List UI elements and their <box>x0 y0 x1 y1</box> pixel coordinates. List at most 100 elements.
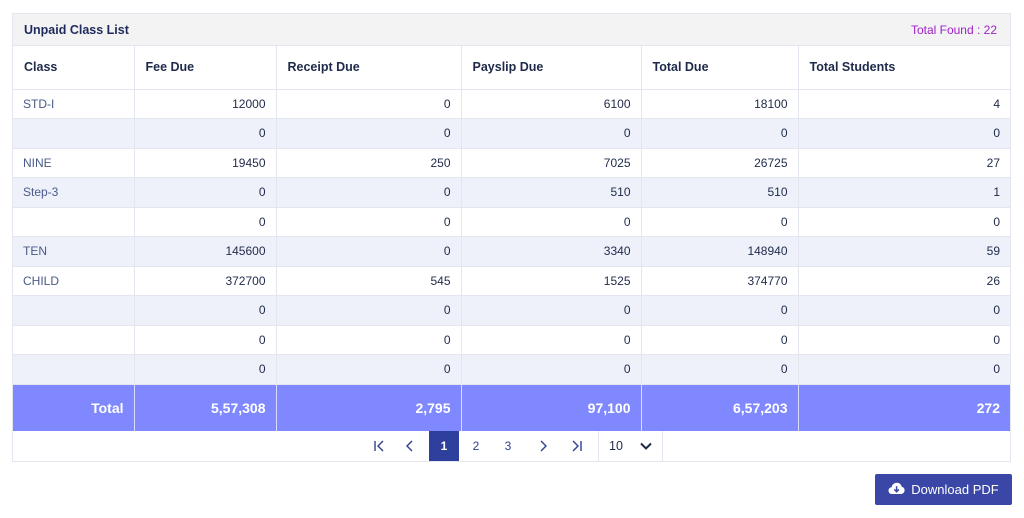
cell-total-students: 59 <box>798 236 1010 267</box>
chevron-down-icon <box>640 439 652 453</box>
table-row: STD-I 12000 0 6100 18100 4 <box>13 89 1010 119</box>
cell-payslip-due: 1525 <box>461 266 642 296</box>
cell-total-due: 26725 <box>641 148 799 178</box>
pagination: 1 2 3 10 <box>13 431 1010 461</box>
cell-class <box>13 325 135 355</box>
cell-total-students: 0 <box>798 207 1010 237</box>
cell-receipt-due: 0 <box>276 354 462 385</box>
cell-fee-due: 0 <box>134 325 277 355</box>
column-header-class: Class <box>13 46 135 90</box>
total-students: 272 <box>798 384 1010 431</box>
cell-fee-due: 0 <box>134 207 277 237</box>
table-row: Step-3 0 0 510 510 1 <box>13 177 1010 208</box>
cell-total-students: 1 <box>798 177 1010 208</box>
cell-total-students: 0 <box>798 295 1010 326</box>
column-header-total-due: Total Due <box>641 46 799 90</box>
table-row: TEN 145600 0 3340 148940 59 <box>13 236 1010 267</box>
cell-receipt-due: 0 <box>276 236 462 267</box>
column-header-receipt-due: Receipt Due <box>276 46 462 90</box>
cell-total-due: 18100 <box>641 89 799 119</box>
cell-payslip-due: 7025 <box>461 148 642 178</box>
cell-payslip-due: 0 <box>461 118 642 149</box>
page-1-button[interactable]: 1 <box>429 431 459 461</box>
column-header-total-students: Total Students <box>798 46 1010 90</box>
total-total-due: 6,57,203 <box>641 384 799 431</box>
page-3-button[interactable]: 3 <box>504 439 512 453</box>
cell-class: Step-3 <box>13 177 135 208</box>
cell-class: CHILD <box>13 266 135 296</box>
per-page-value: 10 <box>609 439 623 453</box>
cell-receipt-due: 545 <box>276 266 462 296</box>
cell-class: NINE <box>13 148 135 178</box>
cell-total-due: 0 <box>641 295 799 326</box>
next-page-icon[interactable] <box>528 431 558 461</box>
cell-total-students: 27 <box>798 148 1010 178</box>
unpaid-class-panel: Unpaid Class List Total Found : 22 Class… <box>12 13 1011 462</box>
page-2-button[interactable]: 2 <box>472 439 480 453</box>
cell-fee-due: 372700 <box>134 266 277 296</box>
panel-header: Unpaid Class List Total Found : 22 <box>13 14 1010 46</box>
cell-total-students: 0 <box>798 354 1010 385</box>
cell-total-due: 0 <box>641 325 799 355</box>
cell-payslip-due: 3340 <box>461 236 642 267</box>
cell-total-due: 148940 <box>641 236 799 267</box>
cell-total-students: 4 <box>798 89 1010 119</box>
download-pdf-label: Download PDF <box>911 482 999 497</box>
table-header-row: Class Fee Due Receipt Due Payslip Due To… <box>13 46 1010 90</box>
cell-payslip-due: 0 <box>461 325 642 355</box>
cell-fee-due: 145600 <box>134 236 277 267</box>
total-found-label: Total Found : 22 <box>910 22 997 37</box>
cell-receipt-due: 0 <box>276 325 462 355</box>
cell-class: TEN <box>13 236 135 267</box>
total-fee-due: 5,57,308 <box>134 384 277 431</box>
column-header-payslip-due: Payslip Due <box>461 46 642 90</box>
cell-payslip-due: 0 <box>461 207 642 237</box>
cell-class <box>13 354 135 385</box>
column-header-fee-due: Fee Due <box>134 46 277 90</box>
cell-receipt-due: 0 <box>276 118 462 149</box>
cell-fee-due: 0 <box>134 295 277 326</box>
cell-receipt-due: 250 <box>276 148 462 178</box>
cell-class <box>13 295 135 326</box>
cell-fee-due: 0 <box>134 118 277 149</box>
cell-receipt-due: 0 <box>276 207 462 237</box>
cell-total-due: 0 <box>641 118 799 149</box>
cell-total-students: 0 <box>798 325 1010 355</box>
cell-fee-due: 0 <box>134 354 277 385</box>
panel-title: Unpaid Class List <box>24 22 129 37</box>
cell-total-due: 0 <box>641 354 799 385</box>
cell-total-due: 0 <box>641 207 799 237</box>
total-label: Total <box>13 384 135 431</box>
table-row: CHILD 372700 545 1525 374770 26 <box>13 266 1010 296</box>
cell-class <box>13 207 135 237</box>
cell-fee-due: 0 <box>134 177 277 208</box>
prev-page-icon[interactable] <box>395 431 425 461</box>
cell-payslip-due: 6100 <box>461 89 642 119</box>
total-payslip-due: 97,100 <box>461 384 642 431</box>
per-page-select[interactable]: 10 <box>598 431 663 461</box>
cell-total-students: 0 <box>798 118 1010 149</box>
cell-class: STD-I <box>13 89 135 119</box>
table-row: NINE 19450 250 7025 26725 27 <box>13 148 1010 178</box>
cell-total-students: 26 <box>798 266 1010 296</box>
cell-class <box>13 118 135 149</box>
cell-receipt-due: 0 <box>276 295 462 326</box>
cell-total-due: 374770 <box>641 266 799 296</box>
total-receipt-due: 2,795 <box>276 384 462 431</box>
cell-total-due: 510 <box>641 177 799 208</box>
cloud-download-icon <box>888 482 905 498</box>
cell-receipt-due: 0 <box>276 89 462 119</box>
cell-fee-due: 12000 <box>134 89 277 119</box>
cell-payslip-due: 0 <box>461 354 642 385</box>
cell-receipt-due: 0 <box>276 177 462 208</box>
download-pdf-button[interactable]: Download PDF <box>875 474 1012 505</box>
last-page-icon[interactable] <box>561 431 591 461</box>
cell-fee-due: 19450 <box>134 148 277 178</box>
cell-payslip-due: 510 <box>461 177 642 208</box>
cell-payslip-due: 0 <box>461 295 642 326</box>
first-page-icon[interactable] <box>365 431 395 461</box>
